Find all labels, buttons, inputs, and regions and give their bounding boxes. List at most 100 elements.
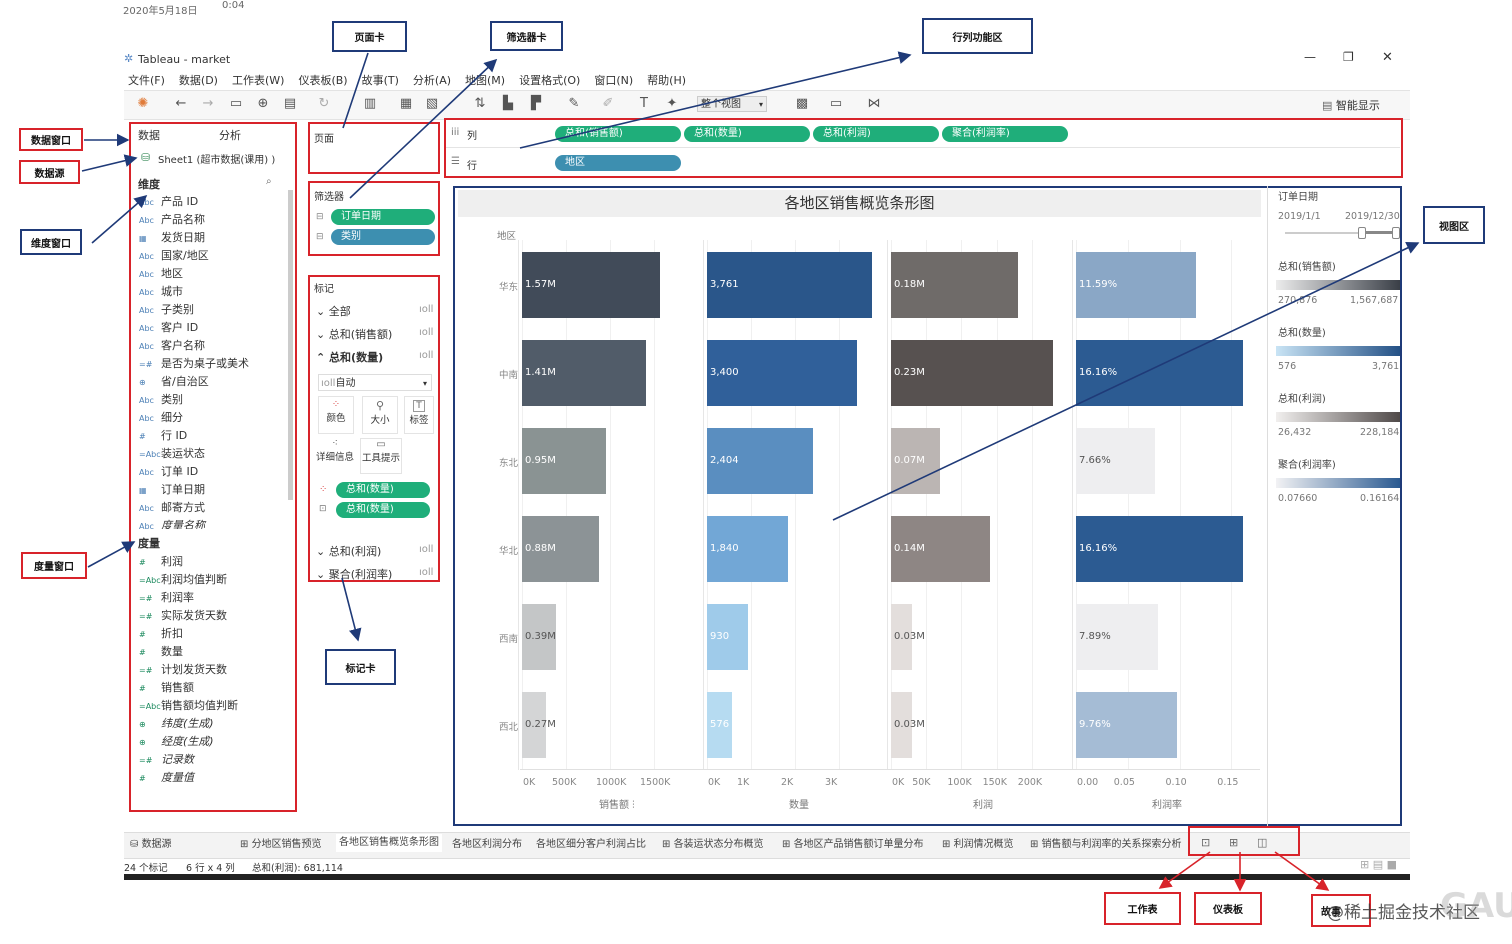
dimension-field[interactable]: ⊕ 省/自治区	[139, 373, 209, 391]
dimension-field[interactable]: Abc 度量名称	[139, 517, 205, 529]
menu-item[interactable]: 设置格式(O)	[519, 74, 581, 87]
filter-order-date[interactable]: 订单日期	[331, 209, 435, 225]
marks-sum-qty[interactable]: ⌃ 总和(数量)	[316, 349, 383, 365]
fit-dropdown[interactable]: 整个视图 ▾	[697, 96, 767, 112]
column-pill-qty[interactable]: 总和(数量)	[684, 126, 810, 142]
bar[interactable]	[891, 340, 1053, 406]
refresh-icon[interactable]: ↻	[318, 96, 330, 111]
sheet-tab[interactable]: ⊞ 各装运状态分布概览	[662, 836, 764, 854]
bar[interactable]	[522, 428, 606, 494]
sheet-tab[interactable]: 各地区利润分布	[452, 836, 522, 854]
clear-sheet-icon[interactable]: ▧	[425, 96, 439, 111]
color-button[interactable]: ⁘ 颜色	[318, 396, 354, 434]
duplicate-sheet-icon[interactable]: ▦	[399, 96, 413, 111]
date-slider-range[interactable]	[1362, 231, 1395, 234]
dimension-field[interactable]: Abc 订单 ID	[139, 463, 198, 481]
search-icon[interactable]: ⌕	[266, 176, 272, 187]
pause-icon[interactable]: ▤	[283, 96, 297, 111]
marks-sum-profit[interactable]: ⌄ 总和(利润)	[316, 543, 381, 559]
new-sheet-icon[interactable]: ▥	[363, 96, 377, 111]
smart-show-button[interactable]: ▤ 智能显示	[1322, 97, 1380, 113]
dimension-field[interactable]: Abc 细分	[139, 409, 183, 427]
marks-sum-sales[interactable]: ⌄ 总和(销售额)	[316, 326, 392, 342]
bar[interactable]	[1076, 428, 1156, 494]
dimension-field[interactable]: ▦ 发货日期	[139, 229, 205, 247]
dimension-field[interactable]: Abc 子类别	[139, 301, 194, 319]
date-slider-handle-right[interactable]	[1392, 227, 1400, 239]
column-pill-margin[interactable]: 聚合(利润率)	[942, 126, 1068, 142]
mark-type-dropdown[interactable]: ıoll自动 ▾	[318, 374, 432, 391]
measure-field[interactable]: =# 计划发货天数	[139, 661, 227, 679]
measure-field[interactable]: # 利润	[139, 553, 183, 571]
row-pill-region[interactable]: 地区	[555, 155, 681, 171]
menu-item[interactable]: 窗口(N)	[594, 74, 634, 87]
column-pill-sales[interactable]: 总和(销售额)	[555, 126, 681, 142]
bar[interactable]	[891, 692, 913, 758]
bar[interactable]	[707, 428, 813, 494]
new-worksheet-icon[interactable]: ⊡	[1201, 836, 1211, 849]
minimize-button[interactable]: —	[1304, 50, 1316, 64]
bar[interactable]	[522, 692, 546, 758]
marks-label-pill[interactable]: 总和(数量)	[336, 502, 430, 518]
dimension-field[interactable]: =# 是否为桌子或美术	[139, 355, 249, 373]
bar[interactable]	[891, 252, 1018, 318]
marks-all[interactable]: ⌄ 全部	[316, 303, 351, 319]
bar[interactable]	[1076, 516, 1244, 582]
bar[interactable]	[707, 692, 733, 758]
menu-item[interactable]: 工作表(W)	[231, 74, 285, 87]
menu-item[interactable]: 数据(D)	[178, 74, 218, 87]
measure-field[interactable]: ⊕ 纬度(生成)	[139, 715, 214, 733]
measure-field[interactable]: # 销售额	[139, 679, 194, 697]
bar[interactable]	[522, 340, 647, 406]
bar[interactable]	[891, 516, 990, 582]
group-icon[interactable]: ✐	[602, 96, 614, 111]
measure-field[interactable]: =# 实际发货天数	[139, 607, 227, 625]
sheet-tab[interactable]: ⊞ 销售额与利润率的关系探索分析	[1030, 836, 1182, 854]
date-slider-track[interactable]	[1285, 232, 1395, 234]
pin-icon[interactable]: ✦	[666, 96, 678, 111]
column-pill-profit[interactable]: 总和(利润)	[813, 126, 939, 142]
detail-button[interactable]: ⁖ 详细信息	[316, 438, 354, 474]
bar[interactable]	[707, 252, 873, 318]
bar[interactable]	[1076, 604, 1158, 670]
menu-item[interactable]: 仪表板(B)	[298, 74, 348, 87]
bar[interactable]	[1076, 340, 1244, 406]
measure-field[interactable]: =# 记录数	[139, 751, 194, 769]
filter-category[interactable]: 类别	[331, 229, 435, 245]
dimension-field[interactable]: Abc 邮寄方式	[139, 499, 205, 517]
tableau-home-icon[interactable]: ✺	[137, 96, 149, 111]
dimension-field[interactable]: Abc 产品名称	[139, 211, 205, 229]
save-icon[interactable]: ▭	[229, 96, 243, 111]
close-button[interactable]: ✕	[1382, 50, 1393, 65]
data-tab[interactable]: 数据	[138, 129, 160, 142]
view-grid-icon[interactable]: ⊞ ▤ ■	[1360, 858, 1397, 871]
dimension-field[interactable]: Abc 类别	[139, 391, 183, 409]
menu-item[interactable]: 帮助(H)	[647, 74, 687, 87]
analysis-tab[interactable]: 分析	[219, 129, 241, 142]
marks-agg-margin[interactable]: ⌄ 聚合(利润率)	[316, 566, 392, 582]
redo-icon[interactable]: →	[202, 96, 214, 111]
bar[interactable]	[1076, 692, 1178, 758]
dimension-field[interactable]: =Abc装运状态	[139, 445, 205, 463]
new-dashboard-icon[interactable]: ⊞	[1229, 836, 1239, 849]
dimension-field[interactable]: ▦ 订单日期	[139, 481, 205, 499]
measure-field[interactable]: =# 利润率	[139, 589, 194, 607]
label-icon[interactable]: T	[640, 96, 648, 111]
bar[interactable]	[891, 604, 913, 670]
bar[interactable]	[707, 604, 748, 670]
undo-icon[interactable]: ←	[175, 96, 187, 111]
bar[interactable]	[707, 340, 857, 406]
sort-desc-icon[interactable]: ▛	[531, 96, 541, 111]
bar[interactable]	[522, 516, 600, 582]
sheet-tab[interactable]: 各地区销售概览条形图	[336, 834, 442, 852]
sheet-tab[interactable]: 各地区细分客户利润占比	[536, 836, 646, 854]
dimension-field[interactable]: Abc 城市	[139, 283, 183, 301]
dimension-field[interactable]: Abc 地区	[139, 265, 183, 283]
measure-field[interactable]: # 数量	[139, 643, 183, 661]
swap-icon[interactable]: ⇅	[474, 96, 486, 111]
sheet-tab[interactable]: ⊞ 分地区销售预览	[240, 836, 322, 854]
size-button[interactable]: ⚲ 大小	[362, 396, 398, 434]
bar[interactable]	[1076, 252, 1196, 318]
share-icon[interactable]: ⋈	[867, 96, 881, 111]
bar[interactable]	[522, 604, 557, 670]
